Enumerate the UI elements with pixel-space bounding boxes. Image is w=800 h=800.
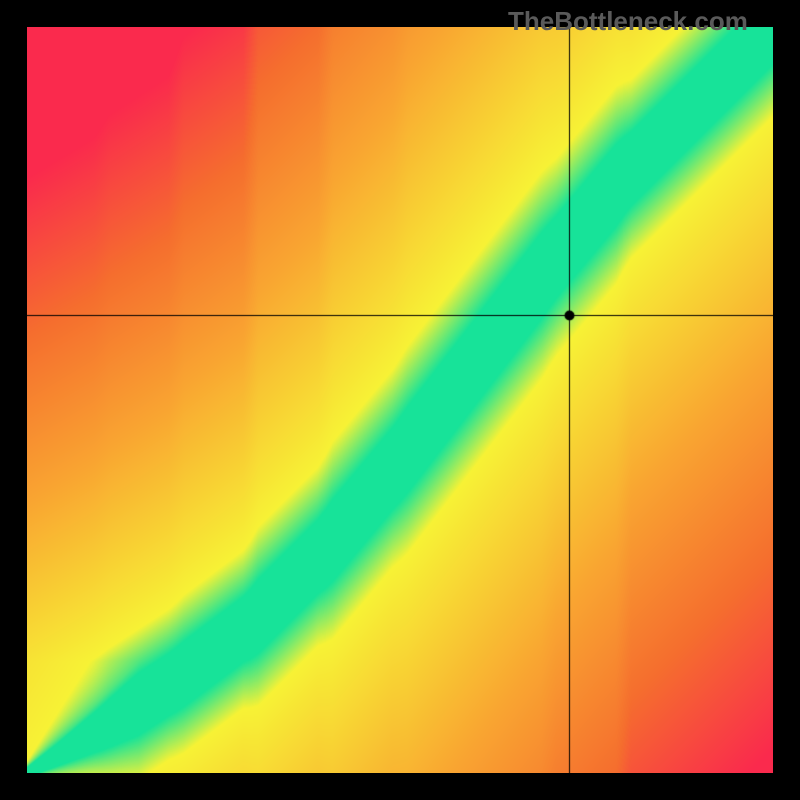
watermark-text: TheBottleneck.com (508, 6, 748, 37)
chart-container: TheBottleneck.com (0, 0, 800, 800)
heatmap-canvas (27, 27, 773, 773)
